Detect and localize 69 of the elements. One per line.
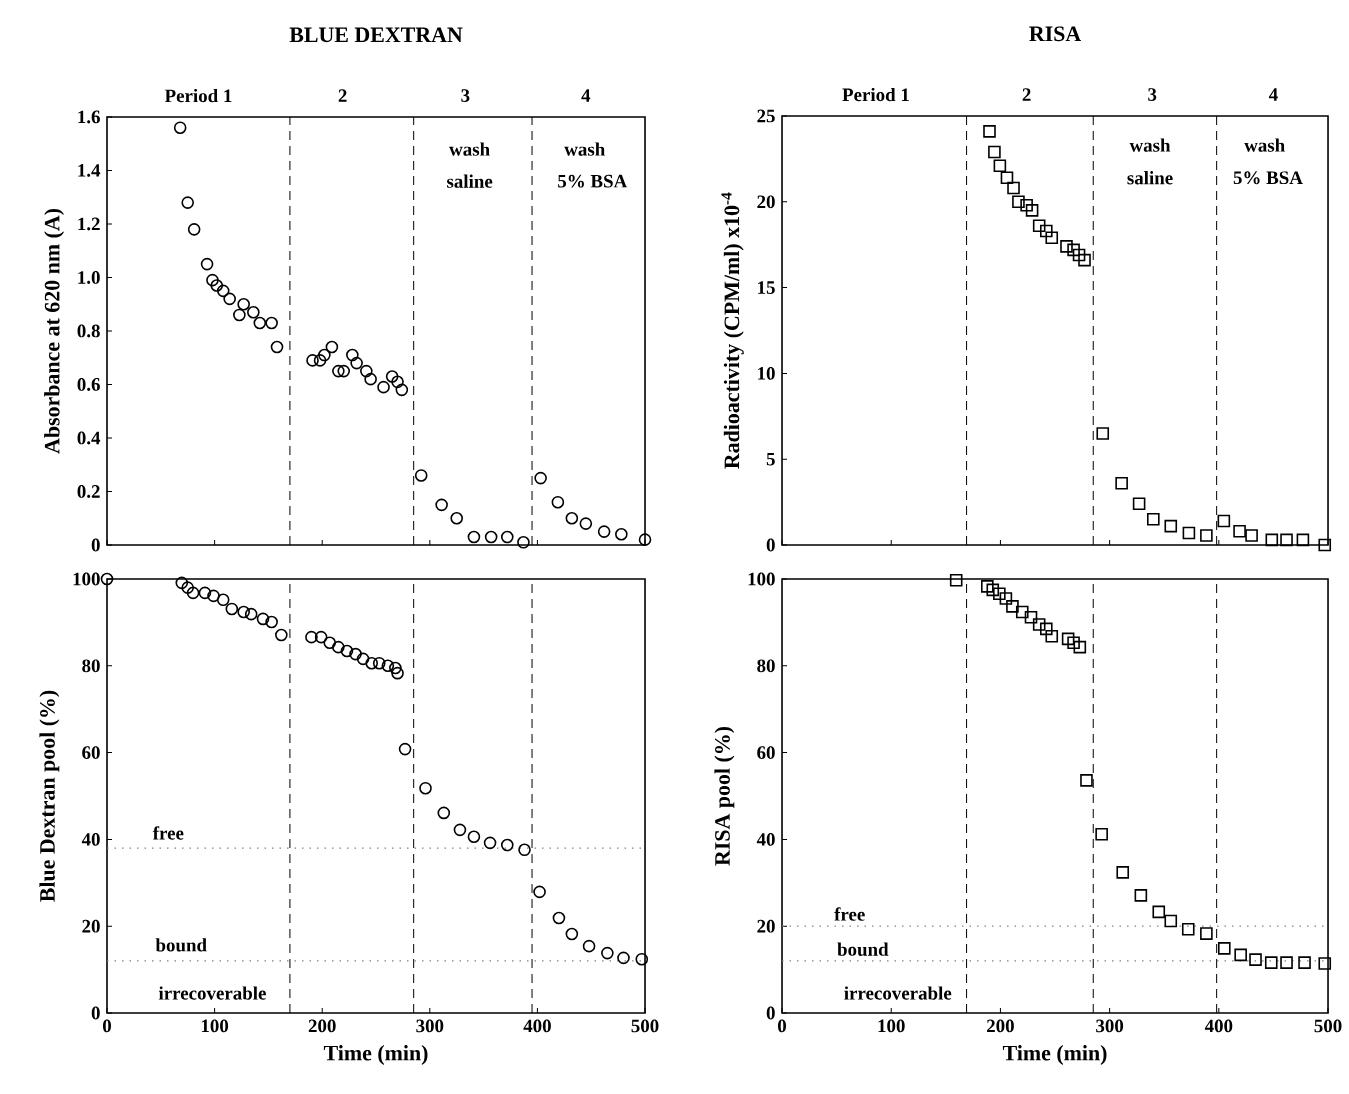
y-tick-label: 40 (81, 833, 100, 846)
y-axis-title: Absorbance at 620 nm (A) (44, 208, 65, 454)
x-tick-label: 100 (201, 1019, 229, 1033)
text: 2 (1022, 88, 1031, 101)
x-axis-title: Time (min) (1002, 1045, 1107, 1065)
text: Period 1 (842, 87, 909, 102)
y-axis-title: Radioactivity (CPM/ml) x10$^{-4}$ (721, 192, 744, 469)
annotation: 5% BSA (558, 174, 628, 188)
annotation: 5% BSA (1233, 171, 1303, 185)
annotation: wash (449, 142, 490, 156)
x-tick-label: 300 (416, 1019, 444, 1033)
x-tick-label: 0 (102, 1019, 112, 1033)
y-tick-label: 0.4 (77, 431, 101, 445)
y-axis-title: Blue Dextran pool (%) (39, 690, 60, 902)
annotation: free (152, 826, 184, 840)
y-tick-label: 60 (82, 746, 100, 759)
annotation: wash (1129, 138, 1171, 152)
text: 3 (461, 89, 470, 102)
x-tick-label: 400 (523, 1019, 551, 1033)
x-tick-label: 100 (878, 1019, 905, 1033)
annotation: bound (837, 942, 889, 956)
text: 4 (581, 89, 591, 102)
y-tick-label: 40 (756, 833, 775, 846)
annotation: wash (1244, 138, 1285, 152)
y-tick-label: 100 (73, 572, 100, 586)
annotation: saline (1127, 171, 1173, 185)
y-tick-label: 60 (757, 746, 775, 759)
x-tick-label: 400 (1204, 1019, 1233, 1033)
y-tick-label: 15 (758, 281, 775, 294)
y-tick-label: 5 (766, 452, 775, 466)
chart-title: BLUE DEXTRAN (289, 27, 463, 43)
y-tick-label: 20 (757, 919, 775, 933)
x-tick-label: 200 (308, 1019, 336, 1033)
annotation: bound (155, 938, 207, 952)
y-tick-label: 1.0 (78, 271, 100, 284)
y-tick-label: 25 (757, 109, 775, 123)
annotation: irrecoverable (844, 986, 952, 1000)
x-tick-label: 0 (778, 1019, 787, 1033)
y-tick-label: 0 (91, 1006, 100, 1020)
annotation: free (834, 907, 865, 921)
y-tick-label: 10 (758, 367, 775, 380)
y-axis-title: RISA pool (%) (714, 726, 735, 866)
y-tick-label: 80 (757, 659, 775, 673)
annotation: saline (447, 174, 493, 188)
y-tick-label: 0.2 (77, 485, 100, 498)
text: 4 (1268, 88, 1278, 101)
x-tick-label: 500 (1314, 1019, 1342, 1033)
y-tick-label: 0 (766, 538, 775, 552)
y-tick-label: 0 (91, 538, 100, 552)
x-tick-label: 200 (987, 1019, 1014, 1033)
y-tick-label: 0.6 (77, 378, 100, 391)
y-tick-label: 20 (757, 195, 775, 209)
y-tick-label: 100 (748, 572, 775, 586)
text: 2 (338, 89, 347, 102)
x-tick-label: 300 (1096, 1019, 1124, 1033)
y-tick-label: 80 (82, 659, 100, 673)
text: 3 (1148, 88, 1157, 101)
chart-title: RISA (1029, 26, 1082, 42)
text: Period 1 (164, 88, 232, 103)
y-tick-label: 1.6 (78, 110, 100, 124)
x-axis-title: Time (min) (323, 1045, 428, 1065)
y-tick-label: 1.4 (78, 164, 101, 177)
x-tick-label: 500 (631, 1019, 659, 1033)
y-tick-label: 1.2 (78, 217, 100, 231)
annotation: irrecoverable (158, 986, 266, 1000)
annotation: wash (564, 142, 605, 156)
y-tick-label: 0.8 (77, 324, 100, 338)
y-tick-label: 20 (82, 919, 100, 933)
y-tick-label: 0 (766, 1006, 775, 1020)
